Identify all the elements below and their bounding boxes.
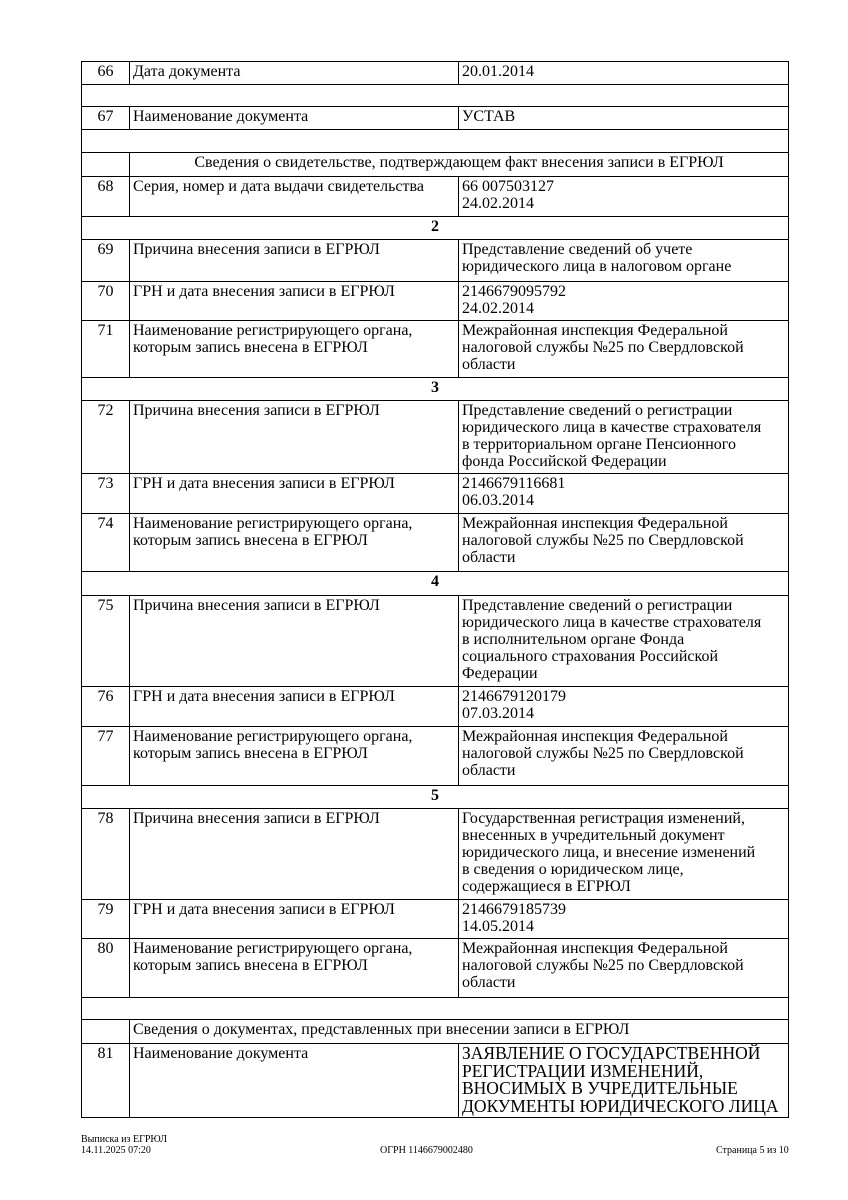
row-label: Наименование регистрирующего органа, кот… xyxy=(129,513,459,572)
row-value: Государственная регистрация изменений, в… xyxy=(458,808,789,900)
footer-left: Выписка из ЕГРЮЛ 14.11.2025 07:20 xyxy=(81,1134,167,1156)
row-label: ГРН и дата внесения записи в ЕГРЮЛ xyxy=(129,473,459,514)
row-value: Межрайонная инспекция Федеральной налого… xyxy=(458,320,789,378)
empty-row xyxy=(81,997,789,1020)
footer-page-number: Страница 5 из 10 xyxy=(716,1145,789,1156)
subheader-row: Сведения о свидетельстве, подтверждающем… xyxy=(81,152,789,177)
section-number: 4 xyxy=(81,571,789,596)
row-number: 74 xyxy=(81,513,130,572)
empty-row xyxy=(81,129,789,153)
row-value: 2146679116681 06.03.2014 xyxy=(458,473,789,514)
row-number: 67 xyxy=(81,106,130,130)
table-row: 76 ГРН и дата внесения записи в ЕГРЮЛ 2146… xyxy=(81,686,789,727)
table-row: 71 Наименование регистрирующего органа, к… xyxy=(81,320,789,378)
row-label: Наименование регистрирующего органа, кот… xyxy=(129,938,459,998)
table-row: 70 ГРН и дата внесения записи в ЕГРЮЛ 2146… xyxy=(81,281,789,321)
row-number: 79 xyxy=(81,899,130,939)
row-number: 68 xyxy=(81,176,130,217)
row-label: Наименование документа xyxy=(129,1043,459,1118)
table-row: 74 Наименование регистрирующего органа, к… xyxy=(81,513,789,572)
row-label: ГРН и дата внесения записи в ЕГРЮЛ xyxy=(129,686,459,727)
table-row: 66 Дата документа 20.01.2014 xyxy=(81,61,789,85)
table-row: 81 Наименование документа ЗАЯВЛЕНИЕ О ГОСУ… xyxy=(81,1043,789,1118)
empty-cell xyxy=(81,129,789,153)
row-value: ЗАЯВЛЕНИЕ О ГОСУДАРСТВЕННОЙ РЕГИСТРАЦИИ … xyxy=(458,1043,789,1118)
section-number: 5 xyxy=(81,785,789,809)
row-label: Причина внесения записи в ЕГРЮЛ xyxy=(129,239,459,282)
table-row: 73 ГРН и дата внесения записи в ЕГРЮЛ 2146… xyxy=(81,473,789,514)
row-label: ГРН и дата внесения записи в ЕГРЮЛ xyxy=(129,899,459,939)
section-number: 2 xyxy=(81,216,789,240)
row-number: 69 xyxy=(81,239,130,282)
row-number: 78 xyxy=(81,808,130,900)
empty-cell xyxy=(81,997,789,1020)
section-number: 3 xyxy=(81,377,789,401)
row-value: 2146679120179 07.03.2014 xyxy=(458,686,789,727)
row-value: Представление сведений о регистрации юри… xyxy=(458,595,789,687)
row-number: 75 xyxy=(81,595,130,687)
row-number: 72 xyxy=(81,400,130,474)
row-label: ГРН и дата внесения записи в ЕГРЮЛ xyxy=(129,281,459,321)
row-value: Представление сведений об учете юридичес… xyxy=(458,239,789,282)
row-number: 71 xyxy=(81,320,130,378)
row-value: Межрайонная инспекция Федеральной налого… xyxy=(458,726,789,786)
row-value: 66 007503127 24.02.2014 xyxy=(458,176,789,217)
row-value: 2146679095792 24.02.2014 xyxy=(458,281,789,321)
row-number: 80 xyxy=(81,938,130,998)
subheader-spacer xyxy=(81,1019,130,1044)
row-value: Межрайонная инспекция Федеральной налого… xyxy=(458,938,789,998)
row-label: Серия, номер и дата выдачи свидетельства xyxy=(129,176,459,217)
egrul-table: 66 Дата документа 20.01.2014 67 Наименование… xyxy=(81,61,789,1118)
row-value: 2146679185739 14.05.2014 xyxy=(458,899,789,939)
table-row: 67 Наименование документа УСТАВ xyxy=(81,106,789,130)
row-label: Причина внесения записи в ЕГРЮЛ xyxy=(129,808,459,900)
row-number: 73 xyxy=(81,473,130,514)
table-row: 79 ГРН и дата внесения записи в ЕГРЮЛ 2146… xyxy=(81,899,789,939)
row-number: 81 xyxy=(81,1043,130,1118)
footer-datetime: 14.11.2025 07:20 xyxy=(81,1145,151,1156)
section-row: 2 xyxy=(81,216,789,240)
section-row: 4 xyxy=(81,571,789,596)
section-row: 5 xyxy=(81,785,789,809)
table-row: 78 Причина внесения записи в ЕГРЮЛ Государ… xyxy=(81,808,789,900)
row-label: Причина внесения записи в ЕГРЮЛ xyxy=(129,595,459,687)
row-label: Наименование регистрирующего органа, кот… xyxy=(129,320,459,378)
row-number: 66 xyxy=(81,61,130,85)
table-row: 72 Причина внесения записи в ЕГРЮЛ Предста… xyxy=(81,400,789,474)
footer-doc-title: Выписка из ЕГРЮЛ xyxy=(81,1134,167,1145)
row-value: УСТАВ xyxy=(458,106,789,130)
row-value: Представление сведений о регистрации юри… xyxy=(458,400,789,474)
table-row: 69 Причина внесения записи в ЕГРЮЛ Предста… xyxy=(81,239,789,282)
subheader-spacer xyxy=(81,152,130,177)
empty-cell xyxy=(81,84,789,107)
table-row: 75 Причина внесения записи в ЕГРЮЛ Предста… xyxy=(81,595,789,687)
table-row: 77 Наименование регистрирующего органа, к… xyxy=(81,726,789,786)
subheader-row: Сведения о документах, представленных пр… xyxy=(81,1019,789,1044)
row-number: 70 xyxy=(81,281,130,321)
section-row: 3 xyxy=(81,377,789,401)
table-row: 68 Серия, номер и дата выдачи свидетельст… xyxy=(81,176,789,217)
subheader-title: Сведения о свидетельстве, подтверждающем… xyxy=(129,152,789,177)
subheader-title: Сведения о документах, представленных пр… xyxy=(129,1019,789,1044)
table-row: 80 Наименование регистрирующего органа, к… xyxy=(81,938,789,998)
row-label: Причина внесения записи в ЕГРЮЛ xyxy=(129,400,459,474)
row-number: 77 xyxy=(81,726,130,786)
footer-ogrn: ОГРН 1146679002480 xyxy=(380,1145,473,1156)
empty-row xyxy=(81,84,789,107)
row-number: 76 xyxy=(81,686,130,727)
row-label: Наименование документа xyxy=(129,106,459,130)
row-value: 20.01.2014 xyxy=(458,61,789,85)
row-value: Межрайонная инспекция Федеральной налого… xyxy=(458,513,789,572)
row-label: Наименование регистрирующего органа, кот… xyxy=(129,726,459,786)
row-label: Дата документа xyxy=(129,61,459,85)
